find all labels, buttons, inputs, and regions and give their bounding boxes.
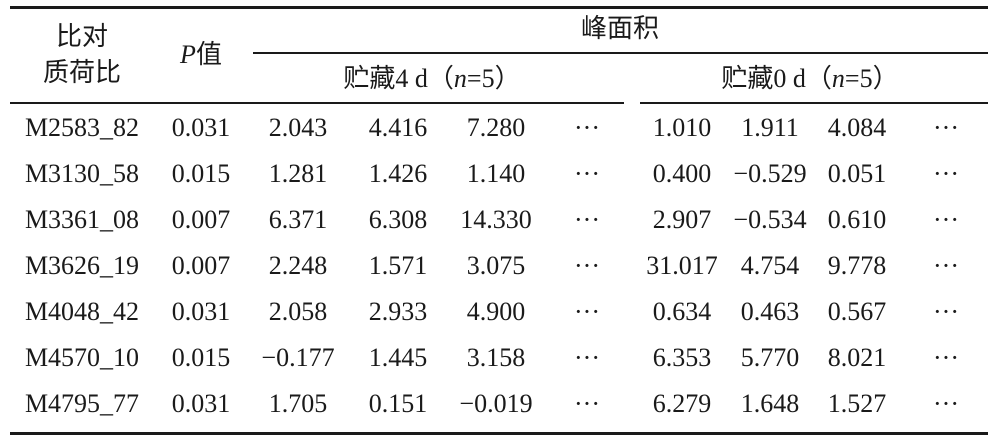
cell-peak-area-4d: 0.151: [368, 389, 428, 418]
cell-peak-area-0d: 2.907: [652, 205, 712, 234]
cell-peak-area-0d: ···: [933, 159, 959, 188]
cell-peak-area-4d: 3.158: [466, 343, 526, 372]
cell-peak-area-0d: 1.911: [741, 113, 799, 142]
cell-peak-area-0d: ···: [933, 389, 959, 418]
cell-peak-area-0d: 8.021: [827, 343, 887, 372]
cell-peak-area-4d: 6.308: [368, 205, 428, 234]
cell-peak-area-4d: 2.248: [268, 251, 328, 280]
cell-ratio-id: M3626_19: [24, 251, 140, 280]
cell-peak-area-0d: ···: [933, 251, 959, 280]
subheader-b-n: n: [831, 64, 845, 93]
col-ratio-header-line1: 比对: [55, 22, 109, 51]
cell-peak-area-4d: 7.280: [466, 113, 526, 142]
cell-peak-area-0d: −0.529: [733, 159, 807, 188]
cell-peak-area-4d: ···: [574, 389, 600, 418]
group-rule: [253, 52, 988, 54]
cell-peak-area-0d: 5.770: [740, 343, 800, 372]
subheader-a-suffix: =5）: [466, 64, 521, 93]
group-title: 峰面积: [580, 14, 660, 43]
cell-peak-area-4d: ···: [574, 159, 600, 188]
header-rule-left: [10, 102, 624, 104]
cell-ratio-id: M3130_58: [24, 159, 140, 188]
cell-peak-area-0d: 0.463: [740, 297, 800, 326]
cell-peak-area-4d: 1.445: [368, 343, 428, 372]
cell-peak-area-4d: 2.058: [268, 297, 328, 326]
cell-p-value: 0.007: [171, 251, 231, 280]
cell-peak-area-4d: ···: [574, 297, 600, 326]
cell-p-value: 0.031: [171, 389, 231, 418]
cell-peak-area-4d: −0.177: [261, 343, 335, 372]
subheader-storage-0d: 贮藏0 d（n=5）: [721, 64, 898, 94]
cell-peak-area-4d: 1.571: [368, 251, 428, 280]
cell-peak-area-0d: 6.279: [652, 389, 712, 418]
cell-peak-area-4d: 6.371: [268, 205, 328, 234]
cell-ratio-id: M4570_10: [24, 343, 140, 372]
cell-peak-area-0d: 31.017: [646, 251, 718, 280]
subheader-storage-4d: 贮藏4 d（n=5）: [343, 64, 520, 94]
cell-peak-area-4d: 14.330: [460, 205, 532, 234]
cell-peak-area-0d: ···: [933, 343, 959, 372]
cell-peak-area-0d: 1.648: [740, 389, 800, 418]
cell-peak-area-4d: ···: [574, 205, 600, 234]
cell-peak-area-0d: 0.634: [652, 297, 712, 326]
cell-peak-area-0d: ···: [933, 205, 959, 234]
cell-peak-area-0d: 9.778: [827, 251, 887, 280]
cell-peak-area-4d: 2.043: [268, 113, 328, 142]
cell-peak-area-4d: 1.140: [466, 159, 526, 188]
subheader-b-prefix: 贮藏0 d（: [721, 64, 832, 93]
cell-p-value: 0.015: [171, 343, 231, 372]
cell-ratio-id: M4048_42: [24, 297, 140, 326]
cell-peak-area-0d: 0.051: [827, 159, 887, 188]
cell-peak-area-4d: 3.075: [466, 251, 526, 280]
cell-p-value: 0.031: [171, 297, 231, 326]
cell-peak-area-4d: 4.900: [466, 297, 526, 326]
cell-peak-area-4d: −0.019: [459, 389, 533, 418]
cell-peak-area-0d: 1.527: [827, 389, 887, 418]
col-p-symbol: P: [180, 40, 196, 69]
bottom-rule: [10, 432, 988, 435]
cell-peak-area-0d: 0.400: [652, 159, 712, 188]
cell-ratio-id: M2583_82: [24, 113, 140, 142]
cell-peak-area-0d: 0.567: [827, 297, 887, 326]
cell-peak-area-4d: ···: [574, 251, 600, 280]
col-p-header: P值: [180, 40, 222, 70]
cell-peak-area-0d: 6.353: [652, 343, 712, 372]
cell-peak-area-0d: 4.754: [740, 251, 800, 280]
col-ratio-header-line2: 质荷比: [42, 58, 122, 87]
cell-peak-area-0d: ···: [933, 297, 959, 326]
cell-ratio-id: M4795_77: [24, 389, 140, 418]
subheader-a-n: n: [453, 64, 467, 93]
cell-p-value: 0.007: [171, 205, 231, 234]
cell-peak-area-0d: ···: [933, 113, 959, 142]
cell-peak-area-0d: 1.010: [652, 113, 712, 142]
cell-peak-area-4d: 4.416: [368, 113, 428, 142]
col-p-label: 值: [195, 40, 222, 69]
cell-peak-area-0d: −0.534: [733, 205, 807, 234]
header-rule-right: [640, 102, 988, 104]
cell-peak-area-0d: 4.084: [827, 113, 887, 142]
cell-peak-area-4d: 1.281: [268, 159, 328, 188]
cell-peak-area-4d: 1.426: [368, 159, 428, 188]
cell-peak-area-4d: ···: [574, 343, 600, 372]
top-rule: [10, 6, 988, 9]
subheader-a-prefix: 贮藏4 d（: [343, 64, 454, 93]
subheader-b-suffix: =5）: [844, 64, 899, 93]
cell-peak-area-0d: 0.610: [827, 205, 887, 234]
cell-ratio-id: M3361_08: [24, 205, 140, 234]
cell-peak-area-4d: 1.705: [268, 389, 328, 418]
cell-peak-area-4d: ···: [574, 113, 600, 142]
cell-p-value: 0.015: [171, 159, 231, 188]
cell-peak-area-4d: 2.933: [368, 297, 428, 326]
cell-p-value: 0.031: [171, 113, 231, 142]
